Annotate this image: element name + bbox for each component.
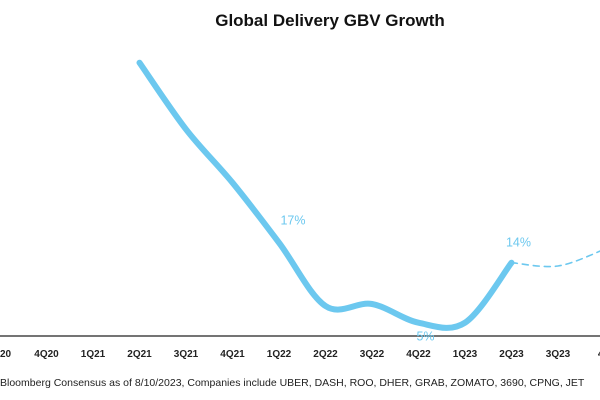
chart-title: Global Delivery GBV Growth: [215, 11, 445, 30]
data-label-2Q23: 14%: [506, 236, 531, 250]
series-line-actual: [136, 59, 515, 331]
x-tick-label-2Q22: 2Q22: [313, 349, 338, 360]
data-label-1Q22: 17%: [280, 214, 305, 228]
x-tick-label-layer: 20 4Q20 1Q21 2Q21 3Q21 4Q21 1Q22 2Q22 3Q22 4Q22 1Q…: [0, 349, 600, 360]
x-tick-label-4Q23: 4Q: [598, 349, 600, 360]
x-tick-label-2Q23: 2Q23: [499, 349, 524, 360]
x-tick-label-1Q21: 1Q21: [81, 349, 106, 360]
series-layer: [136, 59, 600, 331]
x-tick-label-4Q21: 4Q21: [220, 349, 245, 360]
data-label-4Q22: 5%: [416, 330, 434, 344]
x-tick-label-1Q22: 1Q22: [267, 349, 292, 360]
x-tick-label-3Q20: 20: [0, 349, 12, 360]
series-line-forecast: [510, 250, 600, 268]
x-tick-label-3Q22: 3Q22: [360, 349, 385, 360]
source-note: Bloomberg Consensus as of 8/10/2023, Com…: [0, 377, 585, 389]
x-tick-label-4Q22: 4Q22: [406, 349, 431, 360]
data-label-layer: 17% 5% 14%: [280, 214, 531, 344]
x-tick-label-3Q23: 3Q23: [546, 349, 571, 360]
x-tick-label-1Q23: 1Q23: [453, 349, 478, 360]
x-tick-label-3Q21: 3Q21: [174, 349, 199, 360]
x-tick-label-2Q21: 2Q21: [127, 349, 152, 360]
x-tick-label-4Q20: 4Q20: [34, 349, 59, 360]
